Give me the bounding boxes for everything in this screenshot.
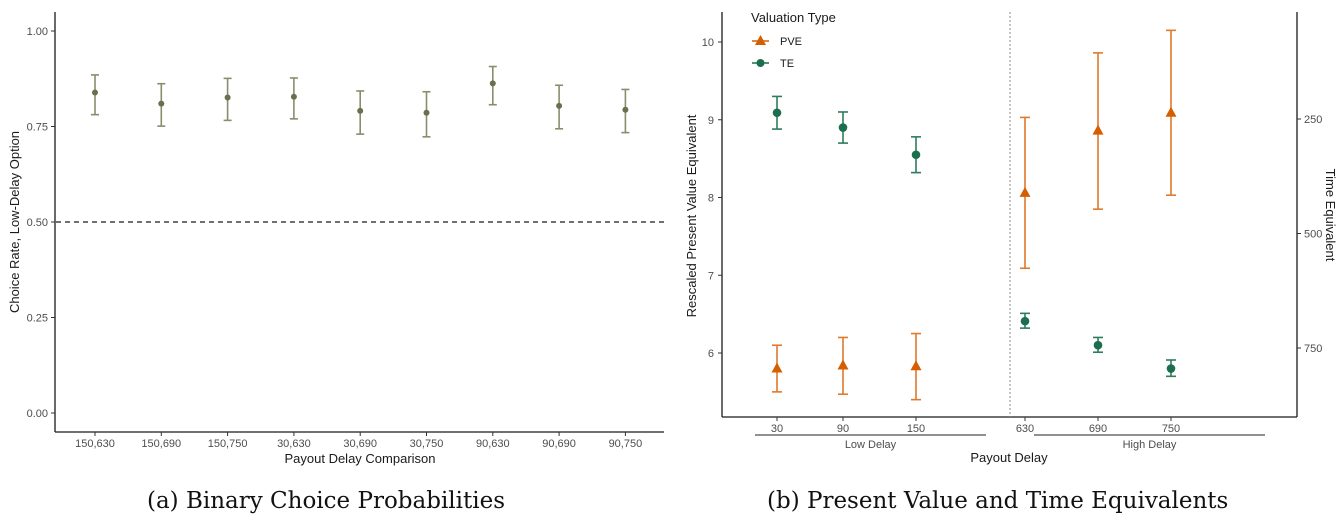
data-point-te xyxy=(838,123,848,132)
legend-label-te: TE xyxy=(780,58,794,70)
chart-b-y-label: Rescaled Present Value Equivalent xyxy=(684,114,699,317)
data-point-pve xyxy=(1019,186,1031,197)
data-point-pve xyxy=(1165,106,1177,117)
data-point xyxy=(290,93,297,100)
chart-b: 6 7 8 9 10 250 500 750 30 90 150 630 690 750 Low De… xyxy=(684,10,1338,465)
right-tick-label: 250 xyxy=(1304,114,1322,126)
group-label: Low Delay xyxy=(845,439,897,451)
data-point-te xyxy=(911,150,921,160)
x-tick-label: 690 xyxy=(1089,423,1107,435)
y-tick-label: 7 xyxy=(708,270,714,282)
data-point-te xyxy=(1166,364,1176,373)
data-point-pve xyxy=(771,362,783,373)
x-tick-label: 750 xyxy=(1162,423,1180,435)
y-tick-label: 9 xyxy=(708,115,714,127)
x-tick-label: 30 xyxy=(771,423,783,435)
x-tick-label: 150 xyxy=(907,423,925,435)
right-tick-label: 750 xyxy=(1304,343,1322,355)
data-point-te xyxy=(772,108,782,118)
legend-title: Valuation Type xyxy=(751,10,836,25)
data-point xyxy=(224,94,231,101)
y-tick-label: 1.00 xyxy=(27,26,48,38)
right-tick-label: 500 xyxy=(1304,229,1322,241)
x-tick-label: 90,750 xyxy=(609,438,643,450)
y-tick-label: 0.75 xyxy=(27,122,48,134)
data-point-te xyxy=(1093,340,1103,350)
caption-b: (b) Present Value and Time Equivalents xyxy=(767,488,1229,514)
data-point xyxy=(489,80,496,87)
y-tick-label: 10 xyxy=(702,37,714,49)
x-tick-label: 150,630 xyxy=(75,438,115,450)
data-point xyxy=(556,102,563,109)
data-point-te xyxy=(1020,316,1030,326)
data-point-pve xyxy=(910,360,922,371)
data-point xyxy=(357,107,364,114)
x-tick-label: 630 xyxy=(1016,423,1034,435)
y-tick-label: 0.50 xyxy=(27,217,48,229)
chart-b-right-y-label: Time Equivalent xyxy=(1323,169,1338,262)
x-tick-label: 90,690 xyxy=(542,438,576,450)
y-tick-label: 0.25 xyxy=(27,313,48,325)
x-tick-label: 30,750 xyxy=(410,438,444,450)
caption-a: (a) Binary Choice Probabilities xyxy=(147,488,506,514)
x-tick-label: 90,630 xyxy=(476,438,510,450)
data-point xyxy=(622,106,629,113)
data-point-pve xyxy=(1092,124,1104,135)
x-tick-label: 90 xyxy=(837,423,849,435)
chart-b-legend: Valuation Type PVE TE xyxy=(751,10,836,70)
x-tick-label: 30,630 xyxy=(277,438,311,450)
legend-label-pve: PVE xyxy=(780,36,802,48)
data-point xyxy=(158,100,165,107)
chart-a-x-label: Payout Delay Comparison xyxy=(284,451,435,466)
y-tick-label: 6 xyxy=(708,348,714,360)
chart-b-x-label: Payout Delay xyxy=(970,450,1048,465)
legend-triangle-icon xyxy=(755,35,766,45)
legend-circle-icon xyxy=(756,59,765,67)
chart-a-y-label: Choice Rate, Low-Delay Option xyxy=(7,131,22,313)
data-point xyxy=(92,89,98,96)
data-point xyxy=(423,109,430,116)
x-tick-label: 150,750 xyxy=(208,438,248,450)
y-tick-label: 8 xyxy=(708,193,714,205)
chart-a: 0.00 0.25 0.50 0.75 1.00 150,630 150,690 150,7… xyxy=(7,12,664,466)
x-tick-label: 30,690 xyxy=(343,438,377,450)
y-tick-label: 0.00 xyxy=(27,408,48,420)
x-tick-label: 150,690 xyxy=(141,438,181,450)
data-point-pve xyxy=(837,359,849,370)
group-label: High Delay xyxy=(1123,439,1177,451)
